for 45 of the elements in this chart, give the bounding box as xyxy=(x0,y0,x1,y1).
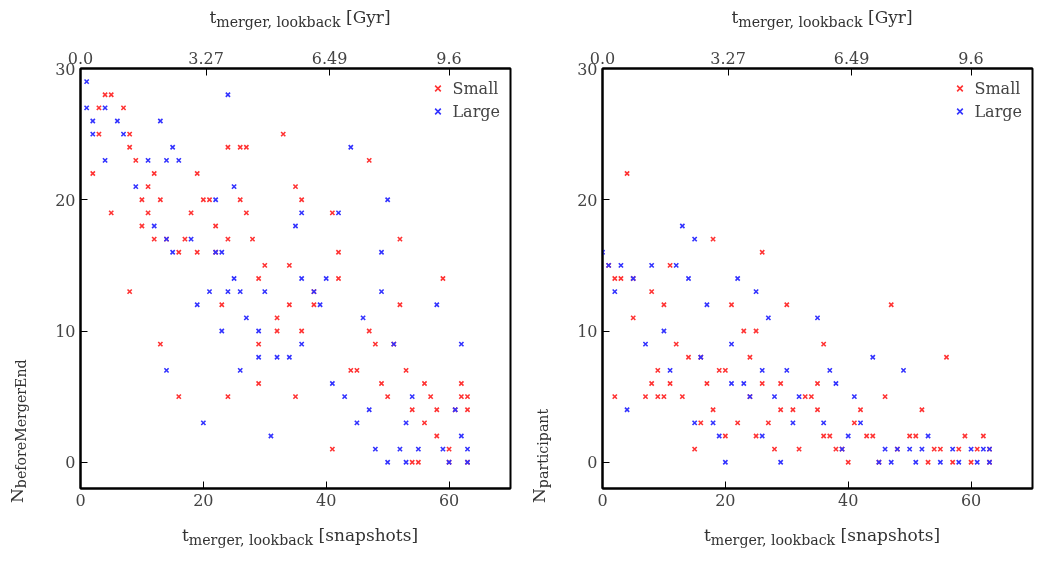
point xyxy=(722,459,729,466)
y-tick-label: 0 xyxy=(65,453,76,473)
point xyxy=(882,446,888,453)
x2-axis-title: t$_{merger, lookback}$ [Gyr] xyxy=(208,6,392,33)
point xyxy=(888,459,895,466)
point xyxy=(912,459,919,466)
point xyxy=(937,459,944,466)
x2-tick-label: 9.6 xyxy=(436,48,462,68)
point xyxy=(955,459,962,466)
point xyxy=(790,419,796,426)
legend-label: Small xyxy=(452,78,499,98)
point xyxy=(710,419,716,426)
y-tick-label: 20 xyxy=(55,190,76,210)
x2-tick-label: 6.49 xyxy=(311,48,348,68)
point xyxy=(919,446,925,453)
x-tick-label: 60 xyxy=(960,490,982,510)
x-tick-label: 40 xyxy=(838,490,859,510)
x-tick-label: 60 xyxy=(438,490,460,510)
x2-axis-title: t$_{merger, lookback}$ [Gyr] xyxy=(730,6,914,33)
point xyxy=(925,433,931,439)
x2-tick-label: 3.27 xyxy=(710,48,746,68)
y-tick-label: 10 xyxy=(577,322,598,341)
y-tick-label: 10 xyxy=(55,322,76,341)
point xyxy=(648,262,655,269)
point xyxy=(771,393,778,400)
x-tick-label: 40 xyxy=(316,490,337,510)
legend-label: Large xyxy=(974,101,1022,121)
x-tick-label: 20 xyxy=(193,490,214,510)
legend-label: Large xyxy=(452,101,500,121)
point xyxy=(685,275,692,282)
x-tick-label: 20 xyxy=(715,490,736,510)
x2-tick-label: 3.27 xyxy=(188,48,224,68)
point xyxy=(661,328,667,334)
x-axis-title: t$_{merger, lookback}$ [snapshots] xyxy=(180,524,420,551)
point xyxy=(869,354,876,361)
x2-tick-label: 6.49 xyxy=(833,48,870,68)
point xyxy=(968,446,974,453)
point xyxy=(728,380,735,387)
point xyxy=(851,393,858,400)
point xyxy=(974,459,981,466)
x-axis-title: t$_{merger, lookback}$ [snapshots] xyxy=(702,524,942,551)
legend-label: Small xyxy=(974,78,1021,98)
y-tick-label: 20 xyxy=(577,190,598,210)
x2-tick-label: 9.6 xyxy=(958,48,984,68)
y-tick-label: 0 xyxy=(587,453,598,473)
